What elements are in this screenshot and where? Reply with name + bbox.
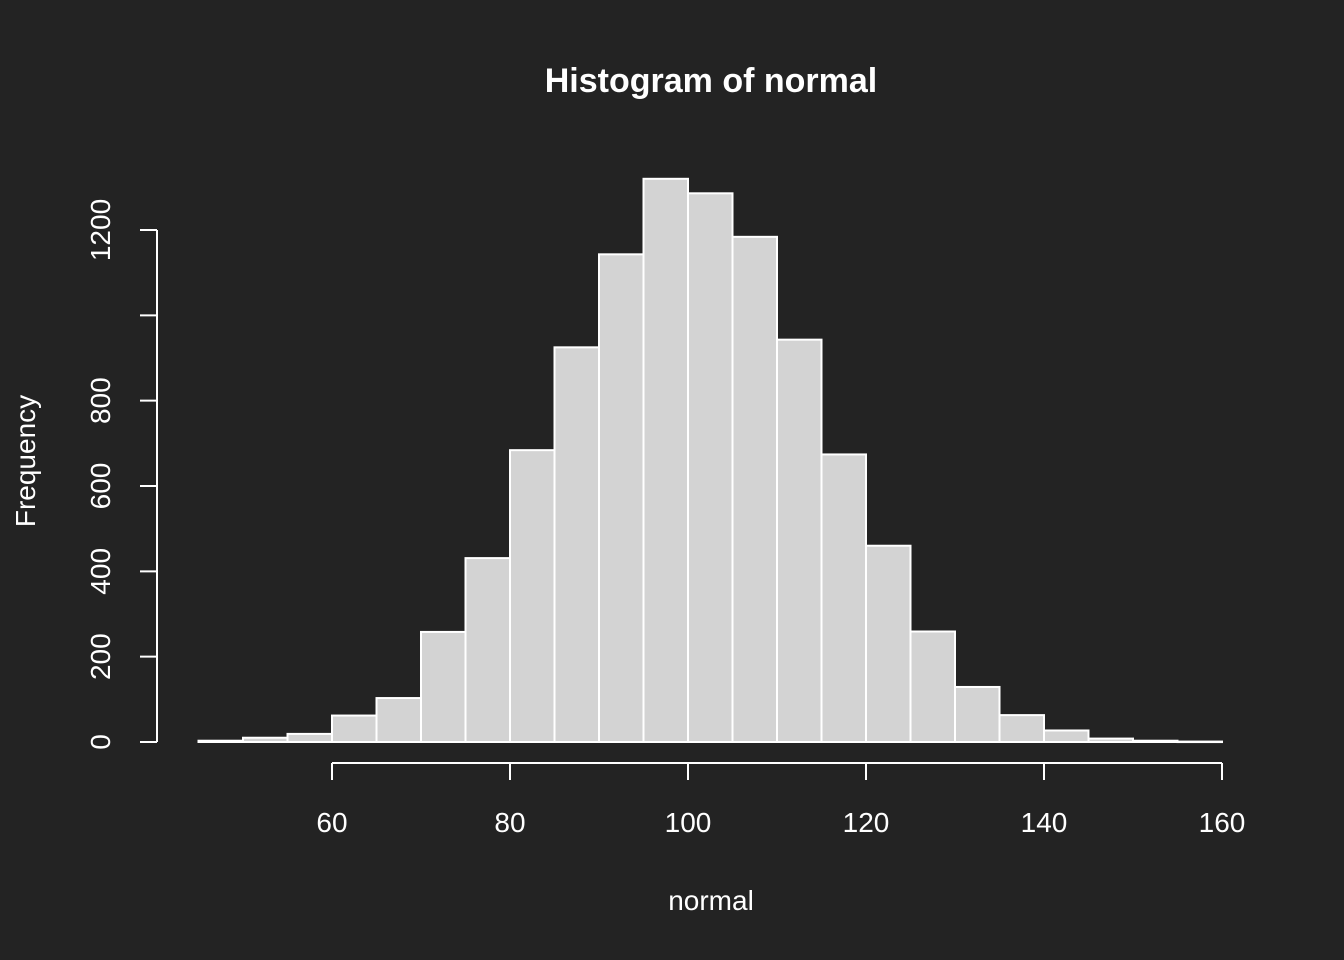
y-tick-label: 400 bbox=[85, 548, 116, 595]
y-tick-label: 600 bbox=[85, 463, 116, 510]
histogram-bar bbox=[286, 732, 333, 743]
histogram-bar bbox=[331, 714, 378, 744]
x-tick-label: 60 bbox=[316, 807, 347, 838]
x-axis: 60 80 100 120 140 160 bbox=[316, 762, 1246, 838]
histogram-bar bbox=[553, 346, 600, 743]
x-axis-label: normal bbox=[668, 885, 754, 916]
y-tick-label: 1200 bbox=[85, 199, 116, 261]
histogram-bar bbox=[1087, 737, 1134, 744]
histogram-bar bbox=[1176, 740, 1223, 744]
bars-group bbox=[197, 177, 1223, 744]
histogram-bar bbox=[1132, 739, 1179, 743]
histogram-bar bbox=[820, 453, 867, 743]
x-tick-label: 80 bbox=[494, 807, 525, 838]
histogram-bar bbox=[242, 736, 289, 744]
histogram-bar bbox=[954, 685, 1001, 744]
histogram-bar bbox=[687, 192, 734, 744]
histogram-bar bbox=[642, 177, 689, 744]
y-tick-label: 800 bbox=[85, 377, 116, 424]
histogram-bar bbox=[1043, 729, 1090, 743]
histogram-bar bbox=[776, 338, 823, 743]
histogram-bar bbox=[998, 714, 1045, 743]
y-axis-label: Frequency bbox=[10, 395, 41, 527]
x-tick-label: 120 bbox=[843, 807, 890, 838]
histogram-bar bbox=[197, 739, 244, 743]
histogram-bar bbox=[464, 557, 511, 744]
histogram-bar bbox=[420, 630, 467, 743]
histogram-bar bbox=[731, 235, 778, 743]
y-tick-label: 0 bbox=[85, 734, 116, 750]
x-tick-label: 140 bbox=[1021, 807, 1068, 838]
histogram-bar bbox=[509, 449, 556, 743]
y-axis: 0 200 400 600 800 1200 bbox=[85, 199, 158, 750]
y-tick-label: 200 bbox=[85, 633, 116, 680]
histogram-bar bbox=[375, 697, 422, 744]
histogram-bar bbox=[598, 253, 645, 743]
chart-title: Histogram of normal bbox=[545, 62, 877, 100]
histogram-bar bbox=[865, 544, 912, 743]
histogram-bar bbox=[909, 630, 956, 744]
x-tick-label: 160 bbox=[1199, 807, 1246, 838]
x-tick-label: 100 bbox=[665, 807, 712, 838]
